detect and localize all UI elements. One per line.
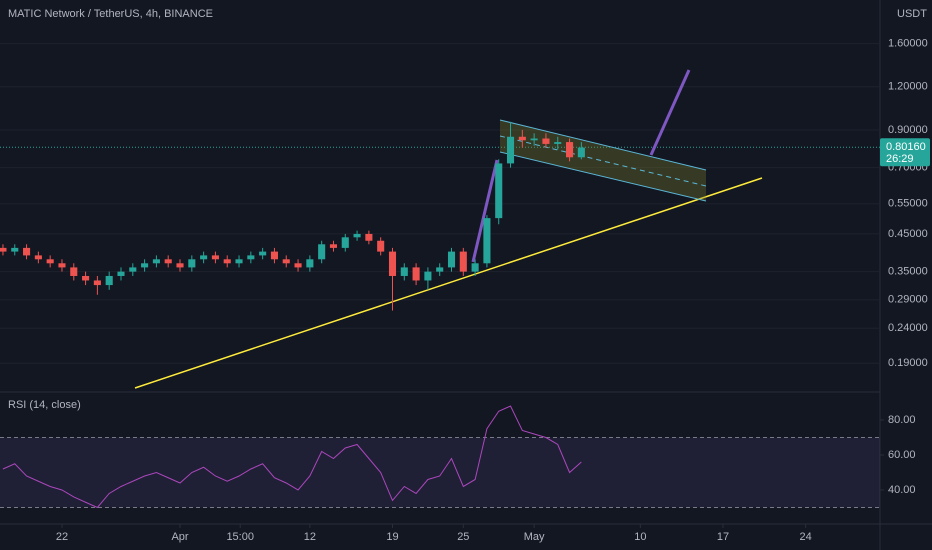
candle-body	[329, 244, 338, 248]
candle-body	[152, 259, 160, 264]
candle-body	[554, 142, 562, 144]
candle-body	[211, 255, 219, 260]
candle-body	[530, 138, 538, 141]
band-fill	[0, 437, 880, 508]
rsi-line	[2, 405, 582, 509]
candle-body	[566, 142, 574, 158]
x-tick-label: 19	[386, 531, 398, 543]
candle-body	[141, 263, 149, 268]
x-tick-label: 25	[457, 531, 469, 543]
candle-body	[282, 259, 290, 264]
candle-body	[11, 247, 19, 252]
y-tick-label: 80.00	[888, 414, 916, 426]
candle-body	[483, 218, 491, 264]
candle-body	[447, 251, 456, 268]
y-tick-label: 0.90000	[888, 124, 928, 136]
candle-body	[247, 255, 255, 260]
candle-body	[436, 267, 444, 272]
candle-body	[34, 255, 42, 260]
x-tick-label: 12	[304, 531, 316, 543]
candle-body	[23, 247, 31, 256]
currency[interactable]: USDT	[897, 8, 927, 20]
impulse[interactable]	[471, 159, 499, 263]
y-tick-label: 40.00	[888, 484, 916, 496]
chart-title: MATIC Network / TetherUS, 4h, BINANCE	[8, 8, 213, 20]
x-tick-label: May	[524, 531, 545, 543]
y-tick-label: 0.29000	[888, 294, 928, 306]
candle-body	[365, 233, 373, 241]
candle-body	[412, 267, 420, 281]
candle-body	[200, 255, 208, 260]
x-tick-label: 24	[800, 531, 812, 543]
candle-body	[82, 275, 90, 281]
candle-body	[377, 240, 385, 252]
candle-body	[129, 267, 137, 272]
channel-fill	[500, 120, 706, 201]
y-tick-label: 0.35000	[888, 266, 928, 278]
price-tag	[880, 138, 930, 167]
y-tick-label: 1.60000	[888, 38, 928, 50]
channel-bottom[interactable]	[499, 151, 707, 202]
price-tag-label: 0.80160	[886, 141, 926, 153]
candle-body	[188, 259, 196, 268]
projection[interactable]	[649, 69, 691, 156]
candle-body	[388, 251, 397, 276]
candle-body	[306, 259, 314, 268]
candle-body	[223, 259, 231, 264]
candle-body	[577, 147, 585, 158]
y-tick-label: 0.45000	[888, 228, 928, 240]
rsi-title: RSI (14, close)	[8, 399, 81, 411]
x-tick-label: 22	[56, 531, 68, 543]
candle-body	[424, 271, 432, 281]
y-tick-label: 0.19000	[888, 357, 928, 369]
x-tick-label: 10	[634, 531, 646, 543]
candle-body	[235, 259, 243, 264]
channel-top[interactable]	[499, 119, 707, 171]
candle-body	[542, 138, 550, 144]
candle-body	[471, 263, 479, 272]
candle-body	[176, 263, 184, 268]
y-tick-label: 0.24000	[888, 322, 928, 334]
candle-body	[294, 263, 302, 268]
x-tick-label: 15:00	[226, 531, 254, 543]
candle-body	[0, 247, 7, 252]
candle-body	[259, 251, 267, 256]
candle-body	[459, 251, 467, 272]
candle-body	[318, 244, 326, 260]
candle-body	[58, 263, 66, 268]
candle-body	[353, 233, 361, 238]
candle-body	[495, 163, 503, 219]
y-tick-label: 1.20000	[888, 81, 928, 93]
candle-body	[93, 280, 101, 286]
x-tick-label: 17	[717, 531, 729, 543]
candle-body	[506, 136, 515, 164]
candle-body	[518, 136, 526, 141]
x-tick-label: Apr	[171, 531, 188, 543]
trendline[interactable]	[134, 177, 763, 389]
countdown: 26:29	[886, 153, 914, 165]
y-tick-label: 0.55000	[888, 198, 928, 210]
drawings	[134, 69, 763, 389]
y-tick-label: 60.00	[888, 449, 916, 461]
candle-body	[105, 275, 113, 286]
candle-body	[46, 259, 54, 264]
candle-body	[70, 267, 78, 276]
candle-body	[341, 237, 349, 248]
candle-body	[400, 267, 408, 276]
candle-body	[270, 251, 278, 260]
candle-body	[164, 259, 172, 264]
candle-body	[117, 271, 125, 276]
